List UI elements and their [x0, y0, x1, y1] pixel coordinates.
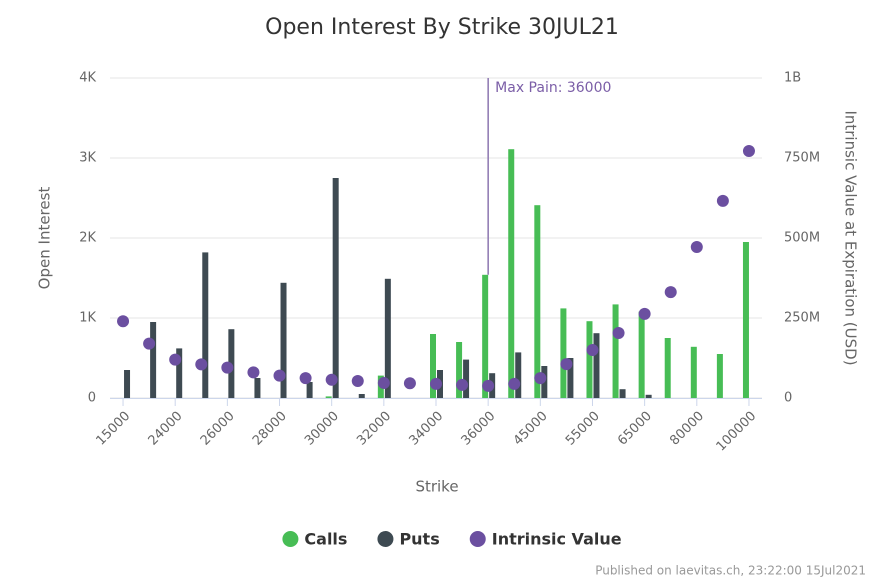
legend: Calls Puts Intrinsic Value [282, 530, 622, 549]
bar [645, 394, 652, 398]
point [351, 375, 364, 388]
x-tick-label: 55000 [563, 409, 603, 449]
x-tick-label: 65000 [615, 409, 655, 449]
bar [515, 352, 522, 398]
y2-tick-label: 1B [784, 71, 801, 86]
legend-label: Calls [304, 530, 347, 549]
bar [384, 278, 391, 398]
y2-tick-label: 250M [784, 311, 820, 326]
point [273, 369, 286, 382]
bar [593, 333, 600, 398]
point [508, 377, 521, 390]
y-tick-label: 1K [79, 311, 96, 326]
legend-item: Puts [377, 530, 440, 549]
x-tick-label: 80000 [667, 409, 707, 449]
footer: Published on laevitas.ch, 23:22:00 15Jul… [595, 564, 866, 578]
bar [508, 149, 515, 398]
legend-swatch [469, 531, 486, 547]
bar [463, 359, 470, 398]
point [169, 353, 182, 366]
point [612, 327, 625, 340]
x-tick-label: 15000 [93, 409, 133, 449]
legend-label: Intrinsic Value [492, 530, 622, 549]
point [742, 144, 755, 157]
x-tick-label: 45000 [511, 409, 551, 449]
bar [619, 389, 626, 398]
legend-swatch [377, 531, 394, 547]
bar [560, 308, 567, 398]
y-axis-title: Open Interest [36, 187, 54, 290]
bar [280, 282, 287, 398]
y-tick-label: 4K [79, 71, 96, 86]
x-tick-label: 32000 [354, 409, 394, 449]
x-tick-label: 34000 [406, 409, 446, 449]
bar [430, 334, 436, 398]
point [482, 379, 495, 392]
x-tick-label: 24000 [146, 409, 186, 449]
bar [482, 274, 489, 398]
bar [306, 382, 313, 398]
bar [612, 304, 619, 398]
bar [332, 178, 339, 398]
bar [202, 252, 209, 398]
x-tick-label: 30000 [302, 409, 342, 449]
point [560, 358, 573, 371]
point [430, 377, 442, 390]
point [299, 372, 312, 385]
bar [150, 322, 157, 398]
bar [534, 205, 541, 398]
bar [124, 370, 131, 398]
point [638, 307, 651, 320]
x-tick-label: 28000 [250, 409, 290, 449]
point [456, 378, 469, 391]
y2-tick-label: 0 [784, 391, 792, 406]
point [325, 373, 338, 386]
bar [690, 346, 697, 398]
bar [325, 396, 332, 398]
point [403, 377, 416, 390]
bar [742, 242, 749, 398]
point [377, 376, 390, 389]
point [247, 366, 260, 379]
point [664, 286, 677, 299]
x-tick-label: 36000 [459, 409, 499, 449]
bar [254, 378, 261, 398]
bar [176, 348, 183, 398]
legend-item: Calls [282, 530, 347, 549]
point [690, 240, 703, 253]
point [534, 372, 547, 385]
point [716, 194, 729, 207]
legend-label: Puts [399, 530, 439, 549]
chart-title: Open Interest By Strike 30JUL21 [265, 15, 619, 40]
y2-tick-label: 500M [784, 231, 820, 246]
x-axis-title: Strike [415, 478, 458, 496]
y-tick-label: 2K [79, 231, 96, 246]
bar [358, 394, 365, 398]
point [586, 344, 599, 356]
y-tick-label: 0 [88, 391, 96, 406]
y2-axis-title: Intrinsic Value at Expiration (USD) [842, 110, 860, 365]
bar [567, 358, 574, 398]
bar [456, 342, 463, 398]
x-tick-label: 100000 [714, 409, 760, 455]
legend-item: Intrinsic Value [469, 530, 622, 549]
point [143, 337, 156, 350]
bar [586, 321, 593, 398]
bar [664, 338, 671, 398]
x-tick-label: 26000 [198, 409, 238, 449]
y-tick-label: 3K [79, 151, 96, 166]
y2-tick-label: 750M [784, 151, 820, 166]
point [195, 358, 208, 371]
bar [716, 354, 723, 398]
annotation: Max Pain: 36000 [495, 80, 611, 96]
bar [638, 311, 645, 398]
point [221, 361, 234, 374]
point [117, 315, 130, 328]
legend-swatch [282, 531, 299, 547]
